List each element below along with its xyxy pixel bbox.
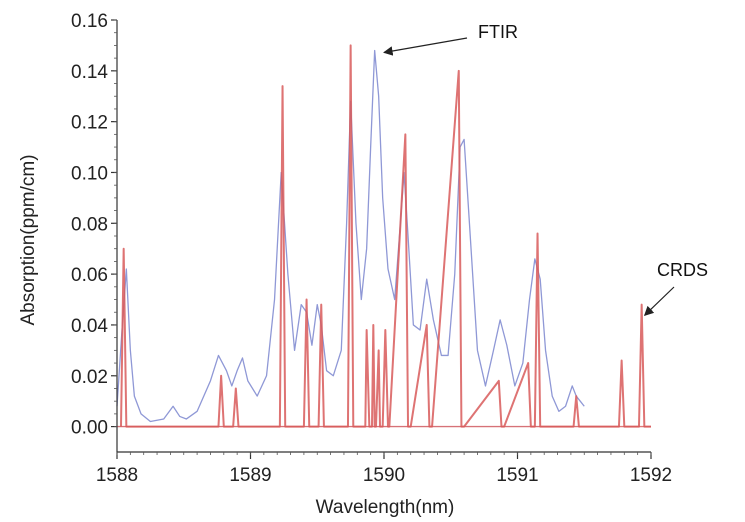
x-axis-title: Wavelength(nm) <box>316 497 455 518</box>
x-tick-label: 1591 <box>496 465 538 486</box>
y-tick-label: 0.04 <box>71 316 108 337</box>
y-tick-label: 0.10 <box>71 163 108 184</box>
x-tick-label: 1590 <box>363 465 405 486</box>
annotations: FTIR CRDS <box>383 22 708 316</box>
y-tick-label: 0.12 <box>71 113 108 134</box>
y-axis-title: Absorption(ppm/cm) <box>18 154 39 325</box>
annotation-arrow-crds <box>643 286 675 316</box>
axes: 0.00 0.02 0.04 0.06 0.08 0.10 0.12 0.14 0.16 1588… <box>71 11 672 486</box>
annotation-arrow-ftir <box>383 37 468 56</box>
y-tick-label: 0.08 <box>71 214 108 235</box>
annotation-label-crds: CRDS <box>657 260 708 280</box>
annotation-label-ftir: FTIR <box>478 22 518 42</box>
x-tick-label: 1592 <box>630 465 672 486</box>
y-tick-label: 0.14 <box>71 62 108 83</box>
series-layer <box>116 44 651 428</box>
y-tick-label: 0.00 <box>71 418 108 439</box>
y-tick-label: 0.16 <box>71 11 108 32</box>
y-tick-label: 0.02 <box>71 367 108 388</box>
series-line-series-0 <box>116 49 585 423</box>
x-tick-label: 1588 <box>96 465 138 486</box>
x-tick-label: 1589 <box>229 465 271 486</box>
y-tick-label: 0.06 <box>71 265 108 286</box>
